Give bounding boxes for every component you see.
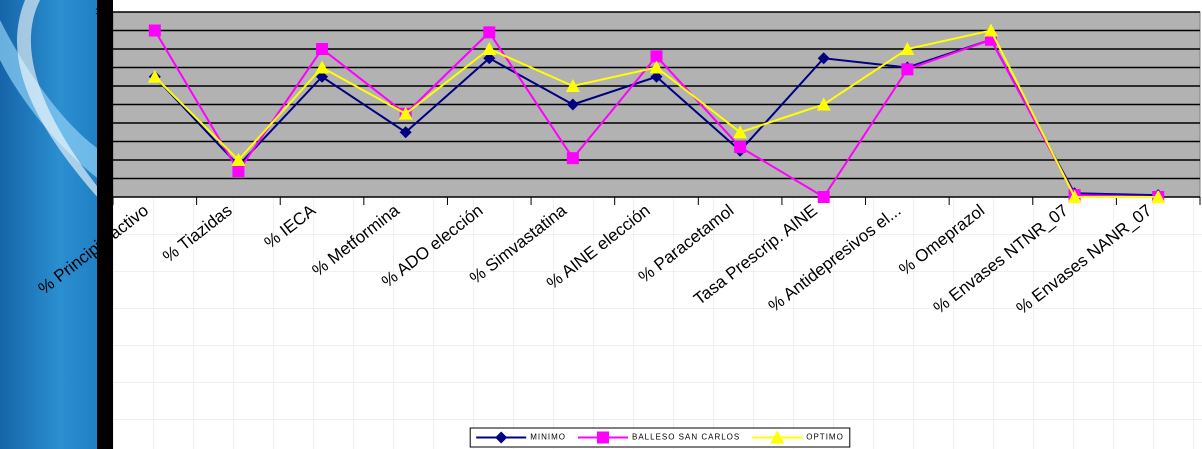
panel-arc (0, 20, 100, 180)
marker (650, 50, 663, 63)
legend-label: OPTIMO (806, 433, 844, 442)
marker (650, 70, 663, 83)
marker (231, 153, 246, 166)
legend-label: MINIMO (530, 433, 566, 442)
marker (649, 60, 664, 74)
side-band (97, 0, 113, 449)
marker (817, 52, 830, 65)
marker (482, 42, 497, 55)
legend-marker (596, 431, 609, 444)
marker (733, 125, 748, 139)
marker (399, 126, 412, 139)
series (147, 23, 1166, 203)
marker (566, 98, 579, 111)
marker (1067, 190, 1082, 203)
marker (398, 106, 413, 120)
panel-arc (17, 0, 100, 200)
marker (315, 60, 330, 74)
marker (566, 152, 579, 165)
marker (147, 69, 162, 83)
chart-background (113, 197, 1202, 449)
marker (316, 70, 329, 83)
marker (734, 141, 747, 154)
marker (983, 23, 998, 37)
legend-label: BALLESO SAN CARLOS (632, 433, 740, 442)
marker (900, 42, 915, 55)
marker (483, 26, 496, 39)
legend-box (469, 427, 851, 448)
marker (232, 165, 245, 178)
marker (1151, 190, 1166, 203)
marker (148, 24, 161, 37)
chart: 0.10.20.30.40.50.60.70.80.90.100.% Princ… (35, 0, 1201, 449)
legend-marker (495, 431, 508, 444)
marker (901, 63, 914, 76)
legend: MINIMO BALLESO SAN CARLOS OPTIMO (469, 427, 851, 448)
marker (565, 79, 580, 92)
legend-marker (770, 430, 785, 444)
marker (316, 43, 329, 55)
marker (483, 52, 496, 65)
marker (816, 97, 831, 111)
marker (817, 191, 830, 203)
